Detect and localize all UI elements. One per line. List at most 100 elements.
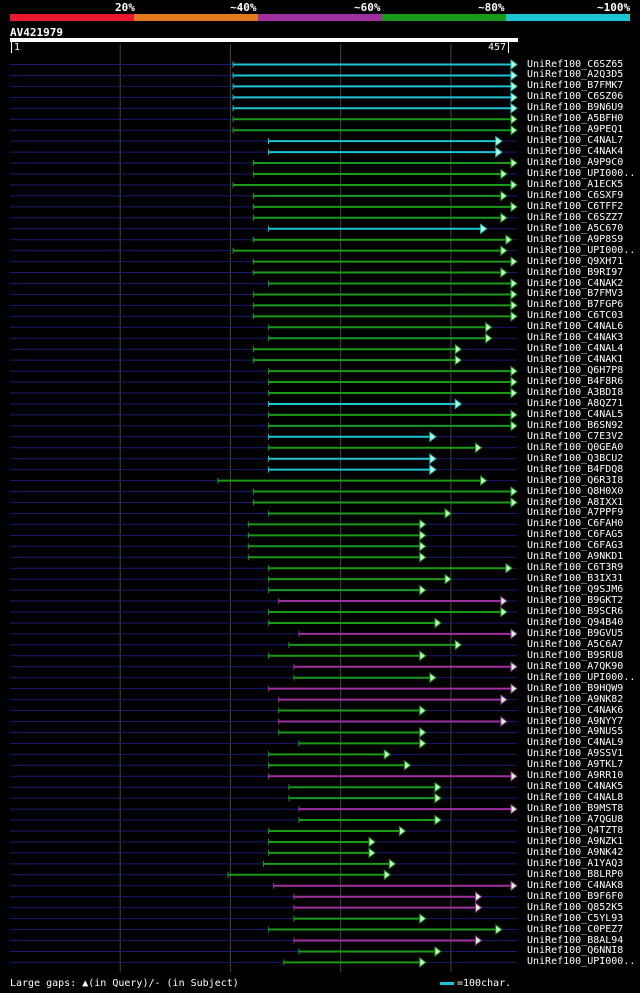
identity-color-legend xyxy=(10,14,630,21)
hit-label[interactable]: UniRef100_Q8H0X0 xyxy=(527,485,624,497)
hit-label[interactable]: UniRef100_A9NK82 xyxy=(527,693,624,705)
hit-label[interactable]: UniRef100_C4NAL6 xyxy=(527,321,624,333)
hit-label[interactable]: UniRef100_C4NAK8 xyxy=(527,879,624,891)
hit-label[interactable]: UniRef100_A8IXX1 xyxy=(527,496,624,508)
hit-label[interactable]: UniRef100_B7FMK7 xyxy=(527,80,624,92)
hit-label[interactable]: UniRef100_C4NAL7 xyxy=(527,135,624,147)
hit-end-arrow-icon xyxy=(419,705,427,717)
hit-end-arrow-icon xyxy=(398,825,407,837)
hit-label[interactable]: UniRef100_C6TC03 xyxy=(527,310,624,322)
hit-label[interactable]: UniRef100_A1ECK5 xyxy=(527,178,624,190)
hit-label[interactable]: UniRef100_A9RR10 xyxy=(527,770,624,782)
hit-label[interactable]: UniRef100_C4NAL9 xyxy=(527,737,624,749)
hit-label[interactable]: UniRef100_B4FDQ8 xyxy=(527,463,624,475)
hit-label[interactable]: UniRef100_C6FAG5 xyxy=(527,529,624,541)
hit-label[interactable]: UniRef100_B9HQW9 xyxy=(527,682,624,694)
hit-label[interactable]: UniRef100_Q9XH71 xyxy=(527,255,624,267)
hit-label[interactable]: UniRef100_B4F8R6 xyxy=(527,376,624,388)
scale-line-icon xyxy=(440,982,454,985)
hit-label[interactable]: UniRef100_B9F6F0 xyxy=(527,890,624,902)
hit-label[interactable]: UniRef100_A9NZK1 xyxy=(527,835,624,847)
hit-label[interactable]: UniRef100_C6SXF9 xyxy=(527,189,624,201)
hit-label[interactable]: UniRef100_A9NYY7 xyxy=(527,715,624,727)
hit-label[interactable]: UniRef100_C6SZ65 xyxy=(527,58,624,70)
hit-label[interactable]: UniRef100_C6FAG3 xyxy=(527,540,624,552)
hit-label[interactable]: UniRef100_C0PEZ7 xyxy=(527,923,624,935)
hit-label[interactable]: UniRef100_B8AL94 xyxy=(527,934,624,946)
hit-label[interactable]: UniRef100_C6FAH0 xyxy=(527,518,624,530)
hit-label[interactable]: UniRef100_A8QZ71 xyxy=(527,397,624,409)
hit-end-arrow-icon xyxy=(475,442,483,454)
hit-label[interactable]: UniRef100_C6TFF2 xyxy=(527,200,624,212)
hit-end-arrow-icon xyxy=(495,924,503,936)
hit-label[interactable]: UniRef100_C6SZ06 xyxy=(527,91,624,103)
hit-label[interactable]: UniRef100_A7PPF9 xyxy=(527,507,624,519)
hit-label[interactable]: UniRef100_C4NAK6 xyxy=(527,704,624,716)
hit-label[interactable]: UniRef100_C4NAK4 xyxy=(527,146,624,158)
hit-label[interactable]: UniRef100_A5BFH0 xyxy=(527,113,624,125)
hit-label[interactable]: UniRef100_C6T3R9 xyxy=(527,562,624,574)
hit-label[interactable]: UniRef100_C4NAL4 xyxy=(527,343,624,355)
hit-label[interactable]: UniRef100_A5C6A7 xyxy=(527,638,624,650)
hit-label[interactable]: UniRef100_UPI000.. xyxy=(527,671,636,683)
legend-label: 20% xyxy=(115,1,135,14)
hit-end-arrow-icon xyxy=(475,935,483,946)
hit-label[interactable]: UniRef100_B7FGP6 xyxy=(527,299,624,311)
hit-label[interactable]: UniRef100_C4NAK1 xyxy=(527,354,624,366)
hit-label[interactable]: UniRef100_B3IX31 xyxy=(527,573,624,585)
hit-label[interactable]: UniRef100_Q9SJM6 xyxy=(527,584,624,596)
hit-label[interactable]: UniRef100_B9SCR6 xyxy=(527,606,624,617)
hit-label[interactable]: UniRef100_C5YL93 xyxy=(527,912,624,924)
hit-label[interactable]: UniRef100_B9GVU5 xyxy=(527,627,624,639)
legend-label: ~40% xyxy=(230,1,257,14)
hit-label[interactable]: UniRef100_C7E3V2 xyxy=(527,430,624,442)
hit-label[interactable]: UniRef100_Q6H7P8 xyxy=(527,365,624,377)
hit-label[interactable]: UniRef100_Q6NNI8 xyxy=(527,945,624,957)
hit-label[interactable]: UniRef100_A9P9C0 xyxy=(527,157,624,169)
hit-label[interactable]: UniRef100_A9NK42 xyxy=(527,846,624,858)
hit-label[interactable]: UniRef100_UPI000.. xyxy=(527,956,636,968)
hit-label[interactable]: UniRef100_C4NAL8 xyxy=(527,792,624,804)
hit-label[interactable]: UniRef100_C4NAK3 xyxy=(527,332,624,344)
hit-label[interactable]: UniRef100_A9SSV1 xyxy=(527,748,624,760)
hit-end-arrow-icon xyxy=(510,365,518,377)
hit-label[interactable]: UniRef100_B9SRU8 xyxy=(527,649,624,661)
hit-label[interactable]: UniRef100_A3BDI8 xyxy=(527,387,624,398)
hit-end-arrow-icon xyxy=(454,398,463,410)
hit-label[interactable]: UniRef100_UPI000.. xyxy=(527,168,636,179)
hit-label[interactable]: UniRef100_C6SZZ7 xyxy=(527,211,624,223)
hit-label[interactable]: UniRef100_A2Q3D5 xyxy=(527,69,624,81)
hit-label[interactable]: UniRef100_B9GKT2 xyxy=(527,595,624,607)
hit-end-arrow-icon xyxy=(510,124,518,136)
hit-label[interactable]: UniRef100_C4NAK5 xyxy=(527,781,624,793)
hit-label[interactable]: UniRef100_B9RI97 xyxy=(527,266,624,278)
hit-label[interactable]: UniRef100_Q4TZT8 xyxy=(527,825,624,836)
hit-label[interactable]: UniRef100_C4NAK2 xyxy=(527,277,624,289)
hit-label[interactable]: UniRef100_B7FMV3 xyxy=(527,288,624,300)
hit-label[interactable]: UniRef100_Q3BCU2 xyxy=(527,452,624,464)
hit-end-arrow-icon xyxy=(500,716,508,727)
hit-label[interactable]: UniRef100_UPI000.. xyxy=(527,244,636,256)
hit-label[interactable]: UniRef100_Q94B40 xyxy=(527,616,624,628)
hit-label[interactable]: UniRef100_A9TKL7 xyxy=(527,759,624,771)
hit-label[interactable]: UniRef100_B9N6U9 xyxy=(527,102,624,114)
legend-segment xyxy=(382,14,506,21)
hit-end-arrow-icon xyxy=(500,267,508,279)
hit-label[interactable]: UniRef100_Q0GEA0 xyxy=(527,441,624,453)
hit-label[interactable]: UniRef100_C4NAL5 xyxy=(527,408,624,420)
hit-label[interactable]: UniRef100_B9MST8 xyxy=(527,803,624,815)
hit-label[interactable]: UniRef100_A9PEQ1 xyxy=(527,124,624,136)
hit-label[interactable]: UniRef100_A9P8S9 xyxy=(527,233,624,245)
hit-label[interactable]: UniRef100_Q852K5 xyxy=(527,901,624,913)
hit-label[interactable]: UniRef100_Q6R3I8 xyxy=(527,474,624,486)
hit-label[interactable]: UniRef100_B8LRP0 xyxy=(527,868,624,880)
hit-label[interactable]: UniRef100_A9NKD1 xyxy=(527,551,624,563)
hit-label[interactable]: UniRef100_A1YAQ3 xyxy=(527,857,624,869)
hit-label[interactable]: UniRef100_A7QGU8 xyxy=(527,814,624,826)
hit-end-arrow-icon xyxy=(419,551,427,563)
hit-label[interactable]: UniRef100_A5C670 xyxy=(527,222,624,234)
hit-label[interactable]: UniRef100_A7QK90 xyxy=(527,660,624,672)
hit-label[interactable]: UniRef100_A9NUS5 xyxy=(527,726,624,738)
hit-label[interactable]: UniRef100_B6SN92 xyxy=(527,419,624,431)
legend-segment xyxy=(134,14,258,21)
